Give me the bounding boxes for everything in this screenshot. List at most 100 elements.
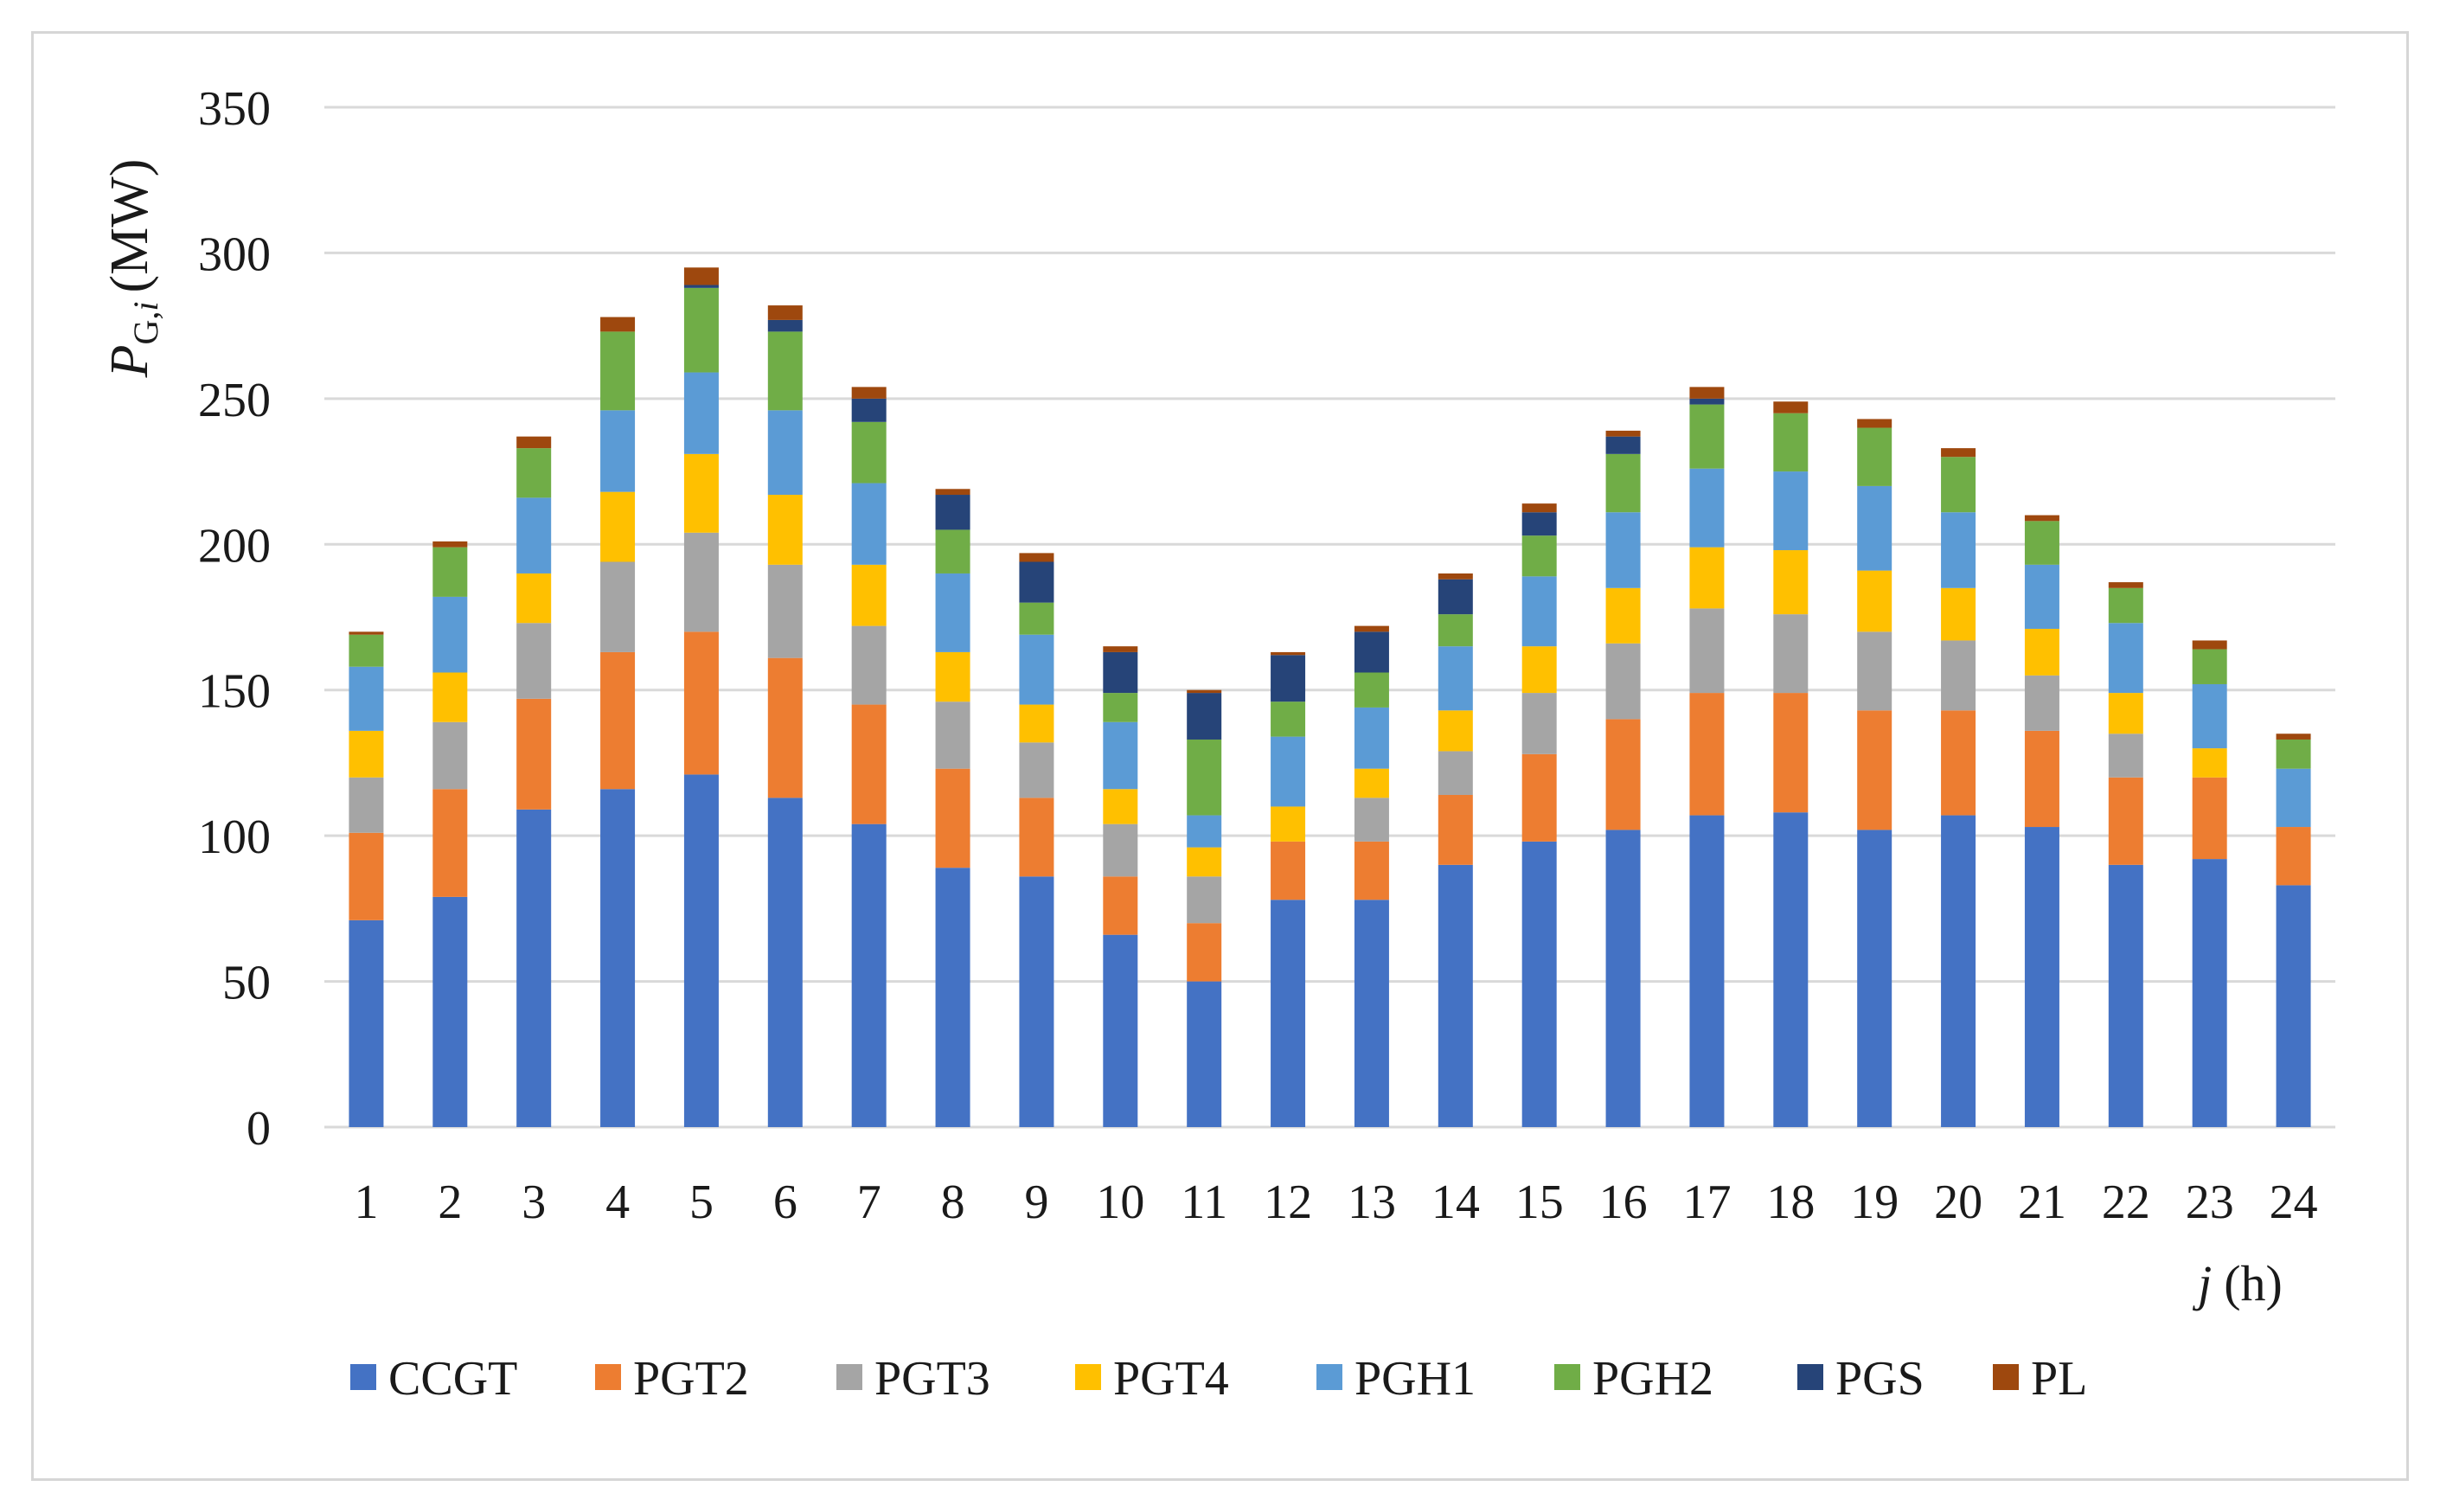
bar-PGS-11 — [1187, 693, 1222, 740]
bar-PGT3-14 — [1438, 751, 1473, 795]
bar-PGT2-5 — [683, 631, 719, 775]
x-tick-label: 1 — [354, 1176, 378, 1229]
bar-PGS-17 — [1689, 398, 1725, 405]
bar-PGH2-17 — [1689, 404, 1725, 469]
bar-PGH2-6 — [767, 331, 803, 411]
bar-PGS-16 — [1605, 436, 1641, 454]
bar-PGH2-14 — [1438, 614, 1473, 647]
bar-PGT2-18 — [1773, 693, 1809, 813]
bar-PL-4 — [600, 317, 636, 332]
y-axis-label-sub-i: i — [126, 302, 165, 311]
bar-PGT4-5 — [683, 453, 719, 533]
bar-PGT3-1 — [349, 777, 384, 833]
bar-PGH1-3 — [516, 497, 552, 573]
x-tick-label: 6 — [773, 1176, 797, 1229]
bar-PGH2-11 — [1187, 739, 1222, 816]
legend-label-PL: PL — [2031, 1352, 2087, 1406]
bar-PGH1-20 — [1941, 512, 1976, 588]
bar-PGT4-21 — [2024, 628, 2059, 676]
bar-PGH2-10 — [1103, 693, 1138, 722]
bar-PGS-10 — [1103, 651, 1138, 694]
bar-PGT4-6 — [767, 495, 803, 565]
bar-PGH1-13 — [1354, 707, 1389, 769]
x-tick-label: 21 — [2018, 1176, 2066, 1229]
bar-PL-17 — [1689, 387, 1725, 399]
x-tick-label: 8 — [941, 1176, 965, 1229]
bar-PGH2-16 — [1605, 453, 1641, 513]
bar-PGH1-6 — [767, 410, 803, 496]
bar-PGH2-23 — [2192, 649, 2227, 684]
bar-CCGT-12 — [1271, 900, 1306, 1127]
bar-CCGT-20 — [1941, 815, 1976, 1127]
legend-swatch-PGT3 — [836, 1364, 862, 1390]
bar-PGH1-5 — [683, 372, 719, 454]
bar-PGT3-15 — [1521, 693, 1557, 754]
x-tick-label: 17 — [1682, 1176, 1731, 1229]
bar-PGT3-11 — [1187, 876, 1222, 924]
bar-PGS-9 — [1019, 561, 1054, 603]
bar-PGT4-11 — [1187, 847, 1222, 877]
bar-PGT4-20 — [1941, 587, 1976, 641]
bar-CCGT-8 — [935, 868, 970, 1127]
bar-PL-19 — [1857, 419, 1892, 428]
bar-PGT3-21 — [2024, 675, 2059, 731]
bar-PGT4-9 — [1019, 704, 1054, 743]
bar-CCGT-7 — [851, 823, 887, 1127]
y-tick-label: 300 — [198, 227, 271, 281]
bar-PGH1-19 — [1857, 485, 1892, 571]
bar-PGT3-5 — [683, 532, 719, 632]
x-tick-label: 24 — [2270, 1176, 2318, 1229]
bar-PGT4-19 — [1857, 570, 1892, 632]
bar-PGH1-11 — [1187, 815, 1222, 848]
bar-CCGT-15 — [1521, 841, 1557, 1127]
x-tick-label: 5 — [689, 1176, 714, 1229]
bar-PGT2-20 — [1941, 710, 1976, 816]
bar-CCGT-24 — [2276, 885, 2311, 1127]
bar-PGH2-15 — [1521, 535, 1557, 577]
y-axis-label-sub: G, — [126, 311, 165, 345]
bar-PGH2-1 — [349, 634, 384, 667]
bars — [349, 267, 2311, 1127]
bar-PGT2-4 — [600, 651, 636, 790]
bar-PGH1-10 — [1103, 721, 1138, 790]
x-axis-label-var: j — [2192, 1255, 2212, 1311]
bar-PL-18 — [1773, 401, 1809, 413]
x-tick-label: 2 — [438, 1176, 462, 1229]
legend-label-PGH2: PGH2 — [1592, 1352, 1713, 1406]
bar-PL-10 — [1103, 646, 1138, 652]
bar-PL-14 — [1438, 573, 1473, 580]
bar-PGT2-21 — [2024, 730, 2059, 828]
bar-PGT2-13 — [1354, 841, 1389, 900]
bar-PGH1-12 — [1271, 736, 1306, 807]
bar-PL-21 — [2024, 515, 2059, 522]
y-axis-label-unit: (MW) — [100, 159, 159, 293]
bar-PGH2-2 — [432, 547, 468, 597]
bar-PGH2-18 — [1773, 413, 1809, 472]
x-axis-label-unit: (h) — [2224, 1255, 2283, 1311]
bar-PGH2-19 — [1857, 427, 1892, 486]
bar-CCGT-5 — [683, 774, 719, 1127]
bar-PGT3-13 — [1354, 798, 1389, 842]
x-tick-label: 12 — [1264, 1176, 1312, 1229]
bar-PGT3-7 — [851, 625, 887, 705]
bar-PGT4-2 — [432, 672, 468, 722]
bar-PGH2-13 — [1354, 672, 1389, 708]
bar-PGT2-23 — [2192, 777, 2227, 860]
legend-swatch-CCGT — [350, 1364, 376, 1390]
bar-PGT4-3 — [516, 573, 552, 624]
bar-PGT3-4 — [600, 561, 636, 652]
bar-PGT2-8 — [935, 768, 970, 868]
bar-PGT4-15 — [1521, 646, 1557, 694]
bar-PL-8 — [935, 489, 970, 496]
bar-PGT3-18 — [1773, 614, 1809, 694]
bar-PGT2-19 — [1857, 710, 1892, 830]
bar-PGT2-14 — [1438, 794, 1473, 865]
bar-PGT2-24 — [2276, 827, 2311, 886]
bar-PGT2-6 — [767, 657, 803, 798]
bar-PL-15 — [1521, 503, 1557, 513]
legend-label-PGT4: PGT4 — [1113, 1352, 1229, 1406]
bar-PGH1-17 — [1689, 468, 1725, 548]
y-tick-label: 150 — [198, 665, 271, 719]
bar-PGT4-18 — [1773, 550, 1809, 615]
x-tick-label: 23 — [2186, 1176, 2234, 1229]
